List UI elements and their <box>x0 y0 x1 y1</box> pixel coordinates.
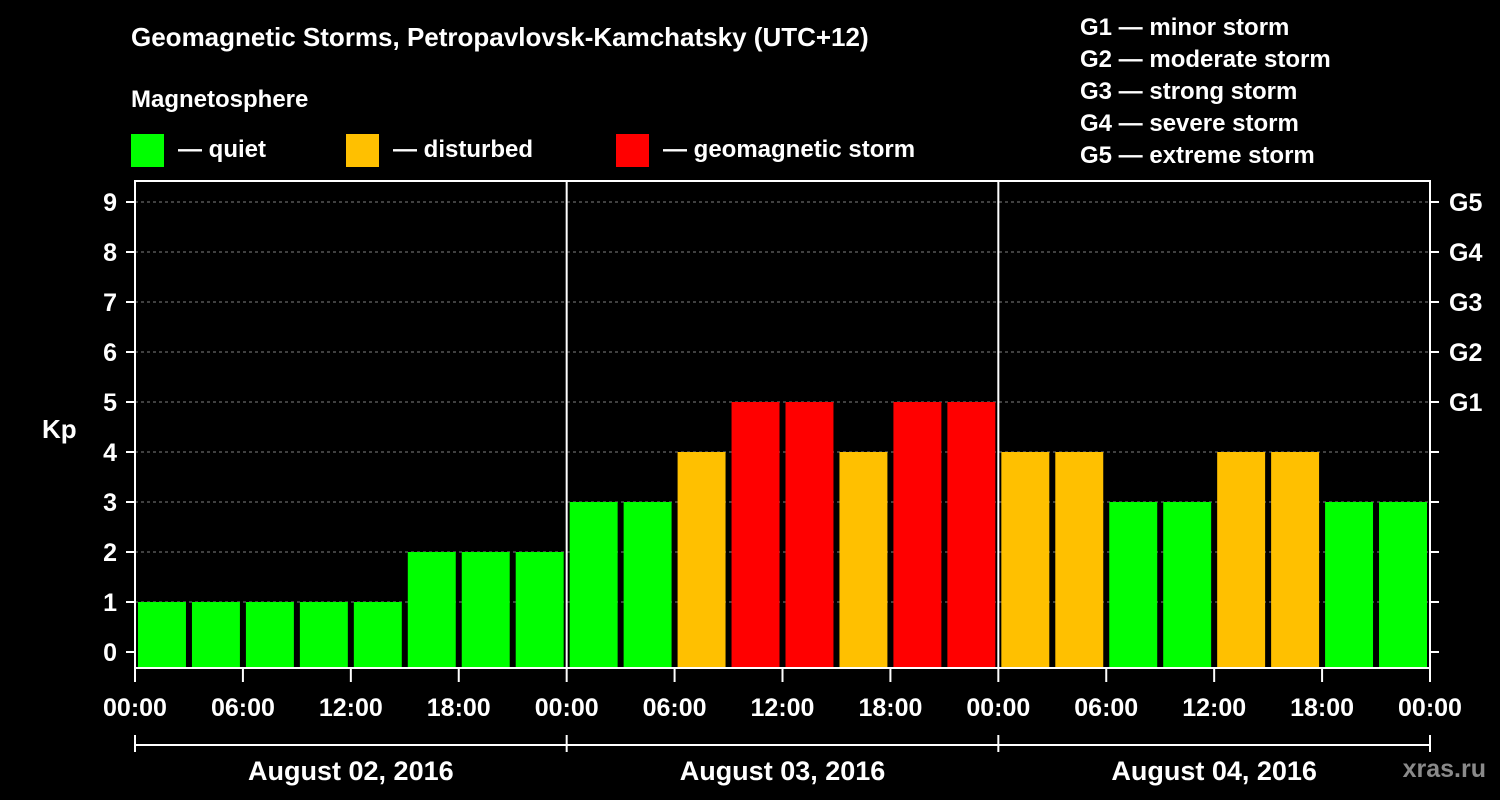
kp-bar <box>353 602 402 668</box>
g-level-g1: G1 — minor storm <box>1080 14 1290 41</box>
y-tick-label: 2 <box>103 539 117 567</box>
kp-bar <box>1163 502 1212 668</box>
x-tick-label: 12:00 <box>1182 694 1246 722</box>
x-tick-label: 06:00 <box>1074 694 1138 722</box>
kp-bar <box>785 402 834 668</box>
kp-bar <box>1001 452 1050 668</box>
legend-swatch-disturbed <box>346 133 379 167</box>
legend-label-disturbed: — disturbed <box>393 136 534 163</box>
kp-bar <box>623 502 672 668</box>
watermark: xras.ru <box>1402 755 1486 783</box>
kp-bar <box>299 602 348 668</box>
y-tick-label: 4 <box>103 439 117 467</box>
legend-item-storm: — geomagnetic storm <box>616 133 915 167</box>
legend-swatch-storm <box>616 133 649 167</box>
y-axis-label: Kp <box>42 414 77 444</box>
kp-bar <box>1379 502 1427 668</box>
x-tick-label: 00:00 <box>1398 694 1462 722</box>
kp-bar <box>407 552 456 668</box>
g-level-g5: G5 — extreme storm <box>1080 142 1315 169</box>
g-axis-label: G1 <box>1449 389 1482 417</box>
x-tick-label: 18:00 <box>858 694 922 722</box>
legend-heading: Magnetosphere <box>131 86 309 113</box>
x-tick-label: 06:00 <box>211 694 275 722</box>
legend-label-storm: — geomagnetic storm <box>663 136 916 163</box>
date-label: August 03, 2016 <box>680 756 886 786</box>
kp-bar <box>1271 452 1320 668</box>
y-tick-label: 8 <box>103 239 117 267</box>
kp-bar <box>1325 502 1374 668</box>
kp-bar <box>893 402 942 668</box>
kp-bar <box>191 602 240 668</box>
g-axis-label: G3 <box>1449 289 1482 317</box>
y-tick-label: 7 <box>103 289 117 317</box>
g-level-g2: G2 — moderate storm <box>1080 46 1331 73</box>
kp-bar <box>461 552 510 668</box>
x-tick-label: 12:00 <box>751 694 815 722</box>
kp-bar <box>569 502 618 668</box>
y-tick-label: 5 <box>103 389 117 417</box>
g-axis-label: G4 <box>1449 239 1482 267</box>
kp-bar <box>1217 452 1266 668</box>
kp-bar <box>1109 502 1158 668</box>
x-tick-label: 18:00 <box>1290 694 1354 722</box>
kp-bar <box>731 402 780 668</box>
legend-swatch-quiet <box>131 133 164 167</box>
x-tick-label: 18:00 <box>427 694 491 722</box>
kp-bar <box>515 552 564 668</box>
legend-item-disturbed: — disturbed <box>346 133 533 167</box>
kp-bar <box>839 452 888 668</box>
legend-item-quiet: — quiet <box>131 133 266 167</box>
legend-label-quiet: — quiet <box>178 136 266 163</box>
g-level-g3: G3 — strong storm <box>1080 78 1298 105</box>
y-tick-label: 6 <box>103 339 117 367</box>
x-tick-label: 00:00 <box>535 694 599 722</box>
kp-bar <box>677 452 726 668</box>
y-tick-label: 0 <box>103 639 117 667</box>
date-label: August 02, 2016 <box>248 756 454 786</box>
kp-bar <box>138 602 186 668</box>
x-tick-label: 12:00 <box>319 694 383 722</box>
g-axis-label: G5 <box>1449 189 1482 217</box>
x-tick-label: 00:00 <box>966 694 1030 722</box>
kp-bar <box>245 602 294 668</box>
kp-bar <box>1055 452 1104 668</box>
y-tick-label: 9 <box>103 189 117 217</box>
y-tick-label: 1 <box>103 589 117 617</box>
g-level-g4: G4 — severe storm <box>1080 110 1299 137</box>
chart-title: Geomagnetic Storms, Petropavlovsk-Kamcha… <box>131 22 869 52</box>
x-tick-label: 06:00 <box>643 694 707 722</box>
kp-bar <box>947 402 996 668</box>
date-label: August 04, 2016 <box>1111 756 1317 786</box>
g-axis-label: G2 <box>1449 339 1482 367</box>
x-tick-label: 00:00 <box>103 694 167 722</box>
y-tick-label: 3 <box>103 489 117 517</box>
